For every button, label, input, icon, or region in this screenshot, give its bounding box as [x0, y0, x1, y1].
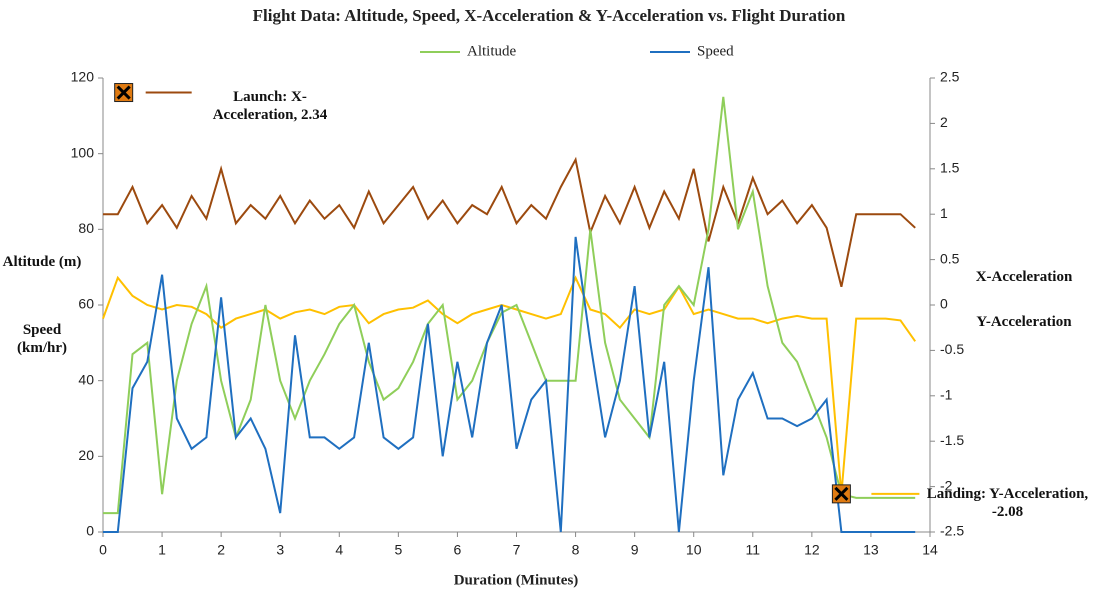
y2-tick-label: -1.5: [940, 432, 964, 448]
x-tick-label: 4: [335, 542, 343, 558]
y2-tick-label: 1: [940, 205, 948, 221]
legend-label: Altitude: [467, 43, 517, 59]
series-line: [102, 275, 917, 494]
annotation-cross: [834, 486, 849, 501]
y2-axis-title: X-Acceleration: [975, 269, 1073, 285]
x-tick-label: 2: [217, 542, 225, 558]
annotation-text: Launch: X-Acceleration, 2.34: [212, 89, 328, 123]
x-tick-label: 7: [513, 542, 521, 558]
y-tick-label: 20: [78, 447, 94, 463]
y2-tick-label: 0: [940, 296, 948, 312]
y2-tick-label: -0.5: [940, 341, 964, 357]
y2-tick-label: -2: [940, 477, 953, 493]
series-line: [103, 156, 916, 288]
y2-tick-label: -1: [940, 387, 953, 403]
legend-label: Speed: [697, 43, 734, 59]
y2-tick-label: 0.5: [940, 250, 960, 266]
y-tick-label: 100: [71, 144, 95, 160]
y-tick-label: 80: [78, 220, 94, 236]
y2-tick-label: -2.5: [940, 523, 964, 539]
series-line: [103, 236, 916, 533]
y2-tick-label: 2: [940, 114, 948, 130]
x-tick-label: 13: [863, 542, 879, 558]
annotation-text: Landing: Y-Acceleration, -2.08: [926, 486, 1089, 520]
x-axis-title: Duration (Minutes): [454, 572, 579, 588]
y2-tick-label: 2.5: [940, 69, 960, 85]
x-tick-label: 6: [454, 542, 462, 558]
x-tick-label: 8: [572, 542, 580, 558]
x-tick-label: 14: [922, 542, 938, 558]
x-tick-label: 12: [804, 542, 820, 558]
y-tick-label: 40: [78, 371, 94, 387]
chart-title: Flight Data: Altitude, Speed, X-Accelera…: [253, 6, 846, 25]
y-axis-title: Speed (km/hr): [17, 322, 67, 356]
annotation-cross: [116, 85, 131, 100]
x-tick-label: 5: [394, 542, 402, 558]
x-tick-label: 1: [158, 542, 166, 558]
y-tick-label: 0: [86, 523, 94, 539]
series-line: [103, 96, 916, 515]
x-tick-label: 0: [99, 542, 107, 558]
y-tick-label: 60: [78, 296, 94, 312]
x-tick-label: 11: [746, 542, 761, 558]
x-tick-label: 10: [686, 542, 702, 558]
y2-tick-label: 1.5: [940, 160, 960, 176]
y-tick-label: 120: [71, 69, 95, 85]
y2-axis-title: Y-Acceleration: [976, 314, 1072, 330]
y-axis-title: Altitude (m): [2, 254, 82, 270]
x-tick-label: 9: [631, 542, 639, 558]
x-tick-label: 3: [276, 542, 284, 558]
